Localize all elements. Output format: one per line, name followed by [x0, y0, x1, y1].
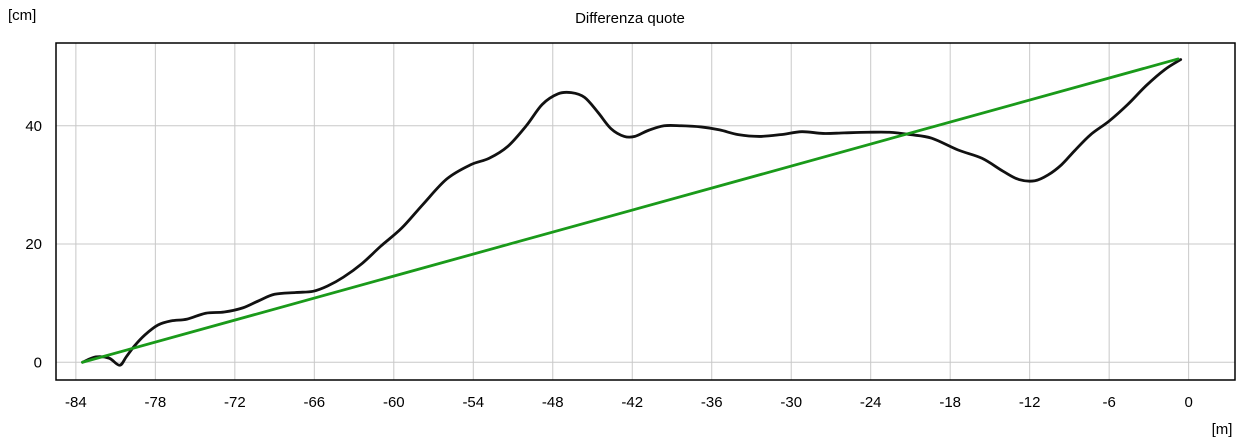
- x-tick-label: -66: [303, 394, 325, 411]
- x-tick-label: -60: [383, 394, 405, 411]
- y-tick-label: 40: [25, 118, 42, 135]
- x-axis-label: [m]: [1212, 421, 1233, 438]
- x-tick-label: -36: [701, 394, 723, 411]
- profile-line: [81, 58, 1183, 367]
- series-group: [81, 57, 1183, 367]
- x-tick-label: -84: [65, 394, 87, 411]
- x-tick-label: -12: [1019, 394, 1041, 411]
- x-tick-label: -78: [145, 394, 167, 411]
- y-tick-label: 0: [34, 354, 42, 371]
- y-tick-label: 20: [25, 236, 42, 253]
- x-tick-label: -48: [542, 394, 564, 411]
- x-tick-label: -72: [224, 394, 246, 411]
- grid-lines: [56, 43, 1235, 380]
- x-tick-label: -24: [860, 394, 882, 411]
- reference-line: [81, 57, 1180, 364]
- x-tick-label: -54: [462, 394, 484, 411]
- x-tick-label: -18: [939, 394, 961, 411]
- x-tick-label: 0: [1184, 394, 1192, 411]
- x-tick-label: -30: [780, 394, 802, 411]
- x-tick-label: -6: [1102, 394, 1115, 411]
- chart-title: Differenza quote: [575, 10, 685, 27]
- x-tick-label: -42: [621, 394, 643, 411]
- plot-frame: [55, 42, 1236, 381]
- tick-labels: -84 -78 -72 -66 -60 -54 -48 -42 -36 -30 -24 -18 -12-…: [25, 118, 1192, 411]
- y-axis-label: [cm]: [8, 7, 36, 24]
